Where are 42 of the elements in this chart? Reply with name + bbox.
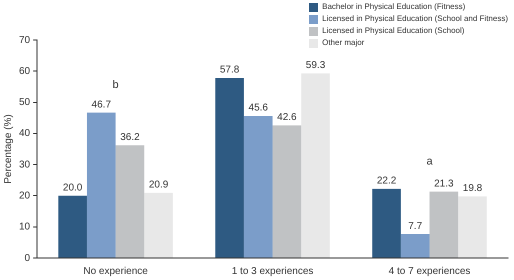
annotation: a xyxy=(426,155,434,168)
data-label: 7.7 xyxy=(408,220,423,232)
data-label: 21.3 xyxy=(434,178,454,190)
bar xyxy=(116,145,144,258)
data-label: 19.8 xyxy=(462,183,483,194)
legend-label: Licensed in Physical Education (School and Fitness) xyxy=(322,13,508,25)
bar xyxy=(86,112,116,258)
y-tick-label: 60 xyxy=(19,66,31,77)
legend-label: Licensed in Physical Education (School) xyxy=(322,25,464,37)
y-tick-label: 50 xyxy=(19,97,31,108)
bar xyxy=(244,116,273,258)
legend-label: Other major xyxy=(322,37,364,49)
bar xyxy=(430,192,458,258)
y-tick-label: 30 xyxy=(19,159,31,170)
data-label: 36.2 xyxy=(120,132,140,144)
data-label: 57.8 xyxy=(220,64,240,76)
bar xyxy=(58,196,87,258)
bar xyxy=(144,192,173,258)
bar xyxy=(372,188,401,258)
bar xyxy=(400,234,430,258)
x-tick-label: No experience xyxy=(83,266,148,277)
bar xyxy=(458,196,487,258)
y-tick-label: 70 xyxy=(19,34,31,46)
bar xyxy=(272,125,302,258)
data-label: 42.6 xyxy=(277,112,298,124)
y-tick-label: 20 xyxy=(19,190,31,202)
data-label: 46.7 xyxy=(92,99,112,110)
bar xyxy=(215,78,244,258)
data-label: 22.2 xyxy=(376,176,397,187)
y-tick-label: 0 xyxy=(24,252,31,264)
data-label: 20.9 xyxy=(148,180,169,191)
x-tick-label: 1 to 3 experiences xyxy=(232,266,314,277)
x-tick-label: 4 to 7 experiences xyxy=(388,266,470,277)
legend-label: Bachelor in Physical Education (Fitness) xyxy=(322,1,466,13)
data-label: 45.6 xyxy=(248,102,268,114)
data-label: 20.0 xyxy=(62,182,83,194)
y-tick-label: 10 xyxy=(19,222,31,233)
y-tick-label: 40 xyxy=(19,128,31,140)
data-label: 59.3 xyxy=(306,60,326,72)
annotation: b xyxy=(112,79,119,92)
y-axis-title: Percentage (%) xyxy=(2,114,14,184)
bar xyxy=(301,73,330,258)
